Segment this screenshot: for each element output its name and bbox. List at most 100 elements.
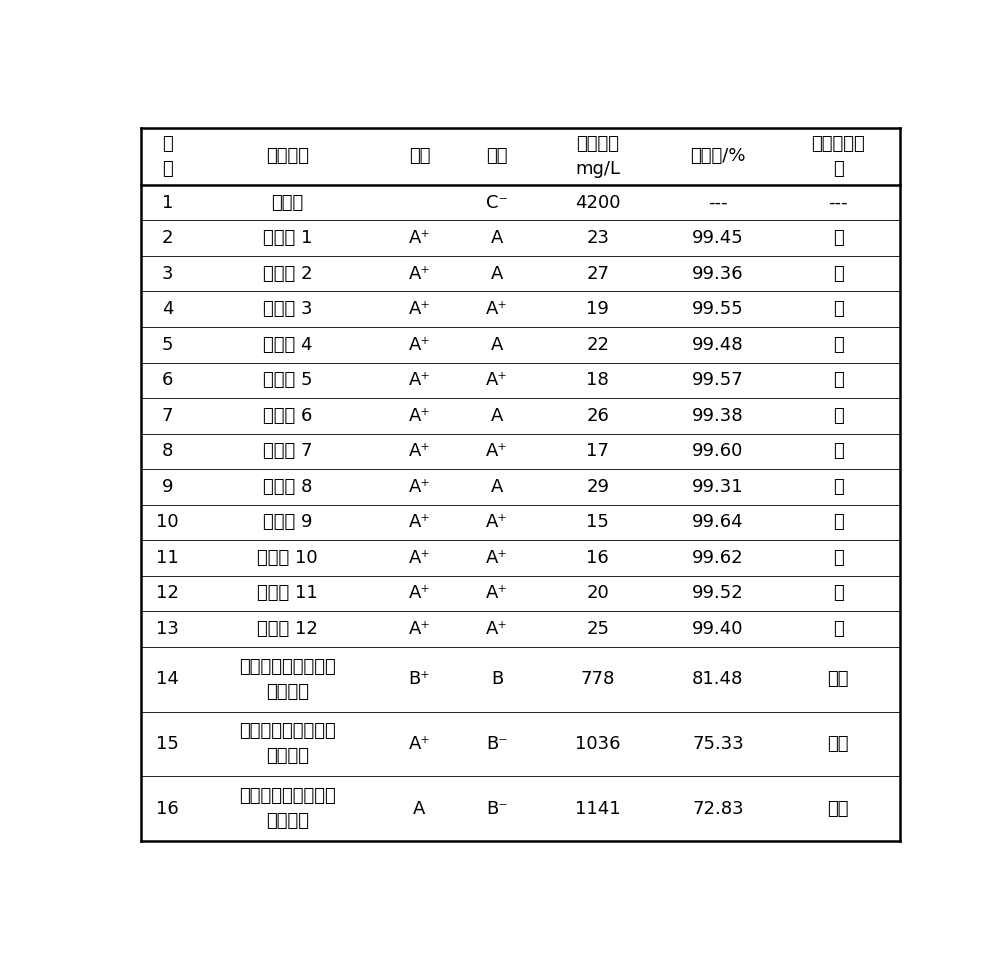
Text: 72.83: 72.83 [692,800,744,818]
Text: A⁺: A⁺ [409,549,430,567]
Text: 22: 22 [586,336,609,354]
Text: 污水含油
mg/L: 污水含油 mg/L [575,134,620,178]
Text: 空白样: 空白样 [272,194,304,211]
Text: 6: 6 [162,372,173,390]
Text: 15: 15 [156,735,179,753]
Text: 99.40: 99.40 [692,620,744,638]
Text: A⁺: A⁺ [409,585,430,603]
Text: 较快: 较快 [827,800,849,818]
Text: 17: 17 [586,443,609,461]
Text: A: A [491,336,503,354]
Text: 12: 12 [156,585,179,603]
Text: ---: --- [708,194,728,211]
Text: 4200: 4200 [575,194,620,211]
Text: 水色: 水色 [486,147,508,165]
Text: 7: 7 [162,407,173,425]
Text: 99.31: 99.31 [692,478,744,496]
Text: A⁺: A⁺ [409,620,430,638]
Text: B⁺: B⁺ [409,670,430,688]
Text: 13: 13 [156,620,179,638]
Text: 18: 18 [586,372,609,390]
Text: 19: 19 [586,300,609,318]
Text: 实施例 1: 实施例 1 [263,229,312,247]
Text: 1: 1 [162,194,173,211]
Text: A⁺: A⁺ [409,265,430,282]
Text: 快: 快 [833,372,843,390]
Text: 16: 16 [586,549,609,567]
Text: 99.60: 99.60 [692,443,744,461]
Text: 1141: 1141 [575,800,621,818]
Text: A: A [491,265,503,282]
Text: 快: 快 [833,514,843,532]
Text: 20: 20 [586,585,609,603]
Text: 2: 2 [162,229,173,247]
Text: 实施例 8: 实施例 8 [263,478,312,496]
Text: 除油率/%: 除油率/% [690,147,746,165]
Text: 实施例 3: 实施例 3 [263,300,312,318]
Text: 11: 11 [156,549,179,567]
Text: 9: 9 [162,478,173,496]
Text: A⁺: A⁺ [409,336,430,354]
Text: A: A [491,407,503,425]
Text: 15: 15 [586,514,609,532]
Text: A⁺: A⁺ [409,407,430,425]
Text: A⁺: A⁺ [409,443,430,461]
Text: 27: 27 [586,265,609,282]
Text: 实施例 6: 实施例 6 [263,407,312,425]
Text: 实施例 9: 实施例 9 [263,514,312,532]
Text: 序
号: 序 号 [162,134,173,178]
Text: 10: 10 [156,514,179,532]
Text: A⁺: A⁺ [409,514,430,532]
Text: C⁻: C⁻ [486,194,508,211]
Text: 8: 8 [162,443,173,461]
Text: 23: 23 [586,229,609,247]
Text: A: A [491,229,503,247]
Text: 快: 快 [833,478,843,496]
Text: 16: 16 [156,800,179,818]
Text: 99.64: 99.64 [692,514,744,532]
Text: 实施例 5: 实施例 5 [263,372,312,390]
Text: B⁻: B⁻ [486,735,508,753]
Text: 99.62: 99.62 [692,549,744,567]
Text: 99.45: 99.45 [692,229,744,247]
Text: 5: 5 [162,336,173,354]
Text: 99.36: 99.36 [692,265,744,282]
Text: 实施例 10: 实施例 10 [257,549,318,567]
Text: 较快: 较快 [827,670,849,688]
Text: 实施例 12: 实施例 12 [257,620,318,638]
Text: A⁺: A⁺ [409,229,430,247]
Text: 81.48: 81.48 [692,670,744,688]
Text: 99.52: 99.52 [692,585,744,603]
Text: 快: 快 [833,229,843,247]
Text: 快: 快 [833,585,843,603]
Text: 药剂名称: 药剂名称 [266,147,309,165]
Text: 26: 26 [586,407,609,425]
Text: 99.48: 99.48 [692,336,744,354]
Text: 实施例 11: 实施例 11 [257,585,318,603]
Text: 快: 快 [833,265,843,282]
Text: 4: 4 [162,300,173,318]
Text: 界面: 界面 [409,147,430,165]
Text: A: A [413,800,426,818]
Text: 75.33: 75.33 [692,735,744,753]
Text: 实施例 4: 实施例 4 [263,336,312,354]
Text: 快: 快 [833,336,843,354]
Text: A⁺: A⁺ [486,443,508,461]
Text: 快: 快 [833,443,843,461]
Text: 99.38: 99.38 [692,407,744,425]
Text: 市售聚二甲基二烯丙
基氯化铵: 市售聚二甲基二烯丙 基氯化铵 [239,658,336,701]
Text: 快: 快 [833,407,843,425]
Text: 实施例 7: 实施例 7 [263,443,312,461]
Text: 29: 29 [586,478,609,496]
Text: A⁺: A⁺ [486,300,508,318]
Text: 14: 14 [156,670,179,688]
Text: 3: 3 [162,265,173,282]
Text: A⁺: A⁺ [486,620,508,638]
Text: A⁺: A⁺ [486,549,508,567]
Text: 市售聚二甲基二烯丙
基氯化铵: 市售聚二甲基二烯丙 基氯化铵 [239,723,336,765]
Text: B⁻: B⁻ [486,800,508,818]
Text: 油珠上浮速
度: 油珠上浮速 度 [811,134,865,178]
Text: A⁺: A⁺ [486,514,508,532]
Text: 25: 25 [586,620,609,638]
Text: 实施例 2: 实施例 2 [263,265,312,282]
